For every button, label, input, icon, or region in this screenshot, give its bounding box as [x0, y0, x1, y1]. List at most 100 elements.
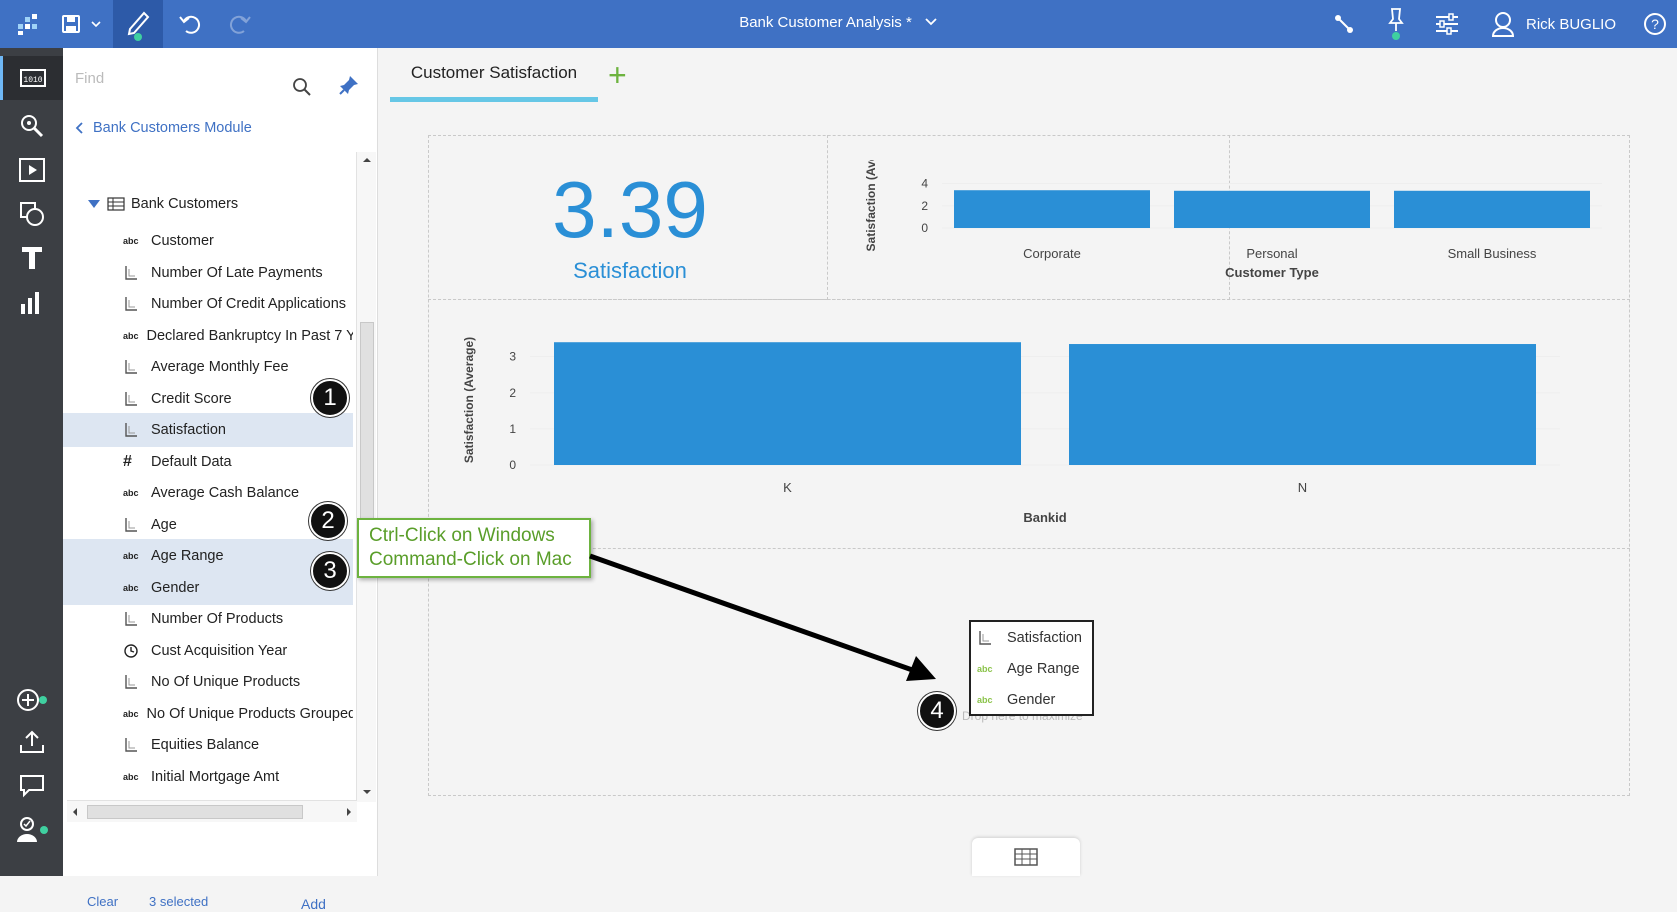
- shapes-icon[interactable]: [0, 192, 63, 236]
- report-title[interactable]: Bank Customer Analysis *: [739, 13, 912, 31]
- field-item[interactable]: abc Gender: [63, 570, 353, 605]
- upload-icon[interactable]: [0, 720, 63, 764]
- dashboard-area: [428, 135, 1630, 796]
- arrow-icon: [589, 553, 936, 681]
- pin-icon[interactable]: [1378, 0, 1414, 48]
- drag-item: Satisfaction: [971, 622, 1092, 653]
- comment-icon[interactable]: [0, 764, 63, 808]
- field-item[interactable]: Number Of Products: [63, 602, 353, 636]
- measure-icon: [977, 630, 1007, 646]
- add-icon[interactable]: [0, 678, 63, 722]
- kpi-value: 3.39: [552, 165, 708, 254]
- drag-item: abc Gender: [971, 684, 1092, 715]
- drag-items: Satisfaction abc Age Range abc Gender: [971, 622, 1092, 715]
- text-type-icon: abc: [123, 708, 139, 719]
- text-type-icon: abc: [123, 551, 139, 561]
- field-label: Default Data: [151, 453, 232, 470]
- y-tick-label: 2: [509, 386, 516, 400]
- visualizations-icon[interactable]: [0, 280, 63, 324]
- field-item[interactable]: # Default Data: [63, 445, 353, 479]
- field-label: Initial Mortgage Amt: [151, 768, 280, 785]
- add-tab-button[interactable]: +: [608, 57, 627, 93]
- connect-icon[interactable]: [1326, 0, 1362, 48]
- chevron-down-icon[interactable]: [924, 14, 938, 31]
- media-icon[interactable]: [0, 148, 63, 192]
- explore-icon[interactable]: [0, 104, 63, 148]
- hscroll-thumb[interactable]: [87, 805, 303, 819]
- drag-item-label: Satisfaction: [1007, 629, 1082, 646]
- field-item[interactable]: abc Customer: [63, 224, 353, 258]
- text-icon[interactable]: [0, 236, 63, 280]
- field-item[interactable]: Satisfaction: [63, 413, 353, 447]
- search-input[interactable]: Find: [75, 70, 105, 87]
- field-label: Equities Balance: [151, 737, 260, 753]
- callout-1: 1: [311, 379, 349, 417]
- user-icon[interactable]: [1490, 0, 1516, 48]
- table-node[interactable]: Bank Customers: [87, 196, 238, 212]
- scroll-down-icon[interactable]: [357, 786, 377, 798]
- scroll-right-icon[interactable]: [343, 802, 355, 822]
- bar: [1069, 344, 1536, 465]
- bankid-bar-chart[interactable]: 0 1 2 3 K N Bankid Satisfaction (Average): [455, 325, 1595, 535]
- text-type-icon: abc: [123, 488, 139, 498]
- help-icon[interactable]: ?: [1638, 0, 1672, 48]
- callout-4: 4: [918, 692, 956, 730]
- user-name[interactable]: Rick BUGLIO: [1526, 15, 1617, 33]
- svg-text:1010: 1010: [23, 76, 42, 85]
- measure-icon: [123, 422, 143, 438]
- field-item[interactable]: Credit Score: [63, 382, 353, 416]
- y-tick-label: 0: [509, 458, 516, 472]
- bankid-chart-tile[interactable]: [428, 299, 1630, 549]
- measure-icon: [123, 359, 143, 375]
- measure-icon: [123, 674, 143, 690]
- x-tick-label: N: [1298, 480, 1307, 495]
- field-item[interactable]: abc Declared Bankruptcy In Past 7 Yr: [63, 319, 353, 353]
- measure-icon: [123, 611, 143, 627]
- x-tick-label: K: [783, 480, 792, 495]
- data-tray-toggle[interactable]: [972, 838, 1080, 876]
- bar: [954, 190, 1150, 228]
- field-item[interactable]: abc Average Cash Balance: [63, 476, 353, 510]
- filters-icon[interactable]: [1427, 0, 1467, 48]
- grid-logo-icon[interactable]: [8, 0, 48, 48]
- field-item[interactable]: No Of Unique Products: [63, 665, 353, 699]
- undo-icon[interactable]: [172, 0, 208, 48]
- field-item[interactable]: abc Age Range: [63, 539, 353, 573]
- caret-down-icon[interactable]: [87, 199, 101, 209]
- field-item[interactable]: Equities Balance: [63, 728, 353, 762]
- horizontal-scrollbar[interactable]: [67, 800, 357, 822]
- scroll-up-icon[interactable]: [357, 154, 377, 166]
- field-label: Cust Acquisition Year: [151, 642, 288, 659]
- add-button[interactable]: Add: [301, 896, 326, 912]
- measure-icon: [123, 517, 143, 533]
- back-to-module[interactable]: Bank Customers Module: [73, 120, 252, 136]
- customer-type-bar-chart[interactable]: 0 2 4 Corporate Personal Small Business Custom…: [850, 160, 1610, 285]
- field-item[interactable]: abc Initial Mortgage Amt: [63, 760, 353, 794]
- user-check-icon[interactable]: [0, 808, 63, 852]
- vertical-scrollbar[interactable]: [356, 152, 376, 802]
- field-item[interactable]: Average Monthly Fee: [63, 350, 353, 384]
- field-item[interactable]: Age: [63, 508, 353, 542]
- number-icon: #: [123, 452, 132, 470]
- field-item[interactable]: Cust Acquisition Year: [63, 634, 353, 668]
- field-item[interactable]: Number Of Late Payments: [63, 256, 353, 290]
- clear-button[interactable]: Clear: [87, 894, 119, 909]
- tab-customer-satisfaction[interactable]: Customer Satisfaction: [390, 60, 598, 102]
- pin-icon[interactable]: [338, 74, 360, 101]
- module-label: Bank Customers Module: [93, 120, 252, 136]
- chevron-down-icon[interactable]: [86, 0, 106, 48]
- redo-icon[interactable]: [222, 0, 258, 48]
- field-label: Gender: [151, 579, 200, 596]
- save-icon[interactable]: [56, 0, 86, 48]
- field-label: Average Cash Balance: [151, 485, 300, 501]
- field-item[interactable]: abc No Of Unique Products Grouped: [63, 697, 353, 731]
- pencil-icon[interactable]: [113, 0, 163, 48]
- field-label: Declared Bankruptcy In Past 7 Yr: [146, 327, 353, 344]
- field-label: Customer: [151, 233, 214, 249]
- field-label: Age Range: [151, 548, 224, 564]
- field-item[interactable]: Number Of Credit Applications: [63, 287, 353, 321]
- data-sources-icon[interactable]: 1010: [0, 56, 63, 100]
- y-tick-label: 1: [509, 422, 516, 436]
- scroll-left-icon[interactable]: [69, 802, 81, 822]
- search-icon[interactable]: [291, 76, 313, 103]
